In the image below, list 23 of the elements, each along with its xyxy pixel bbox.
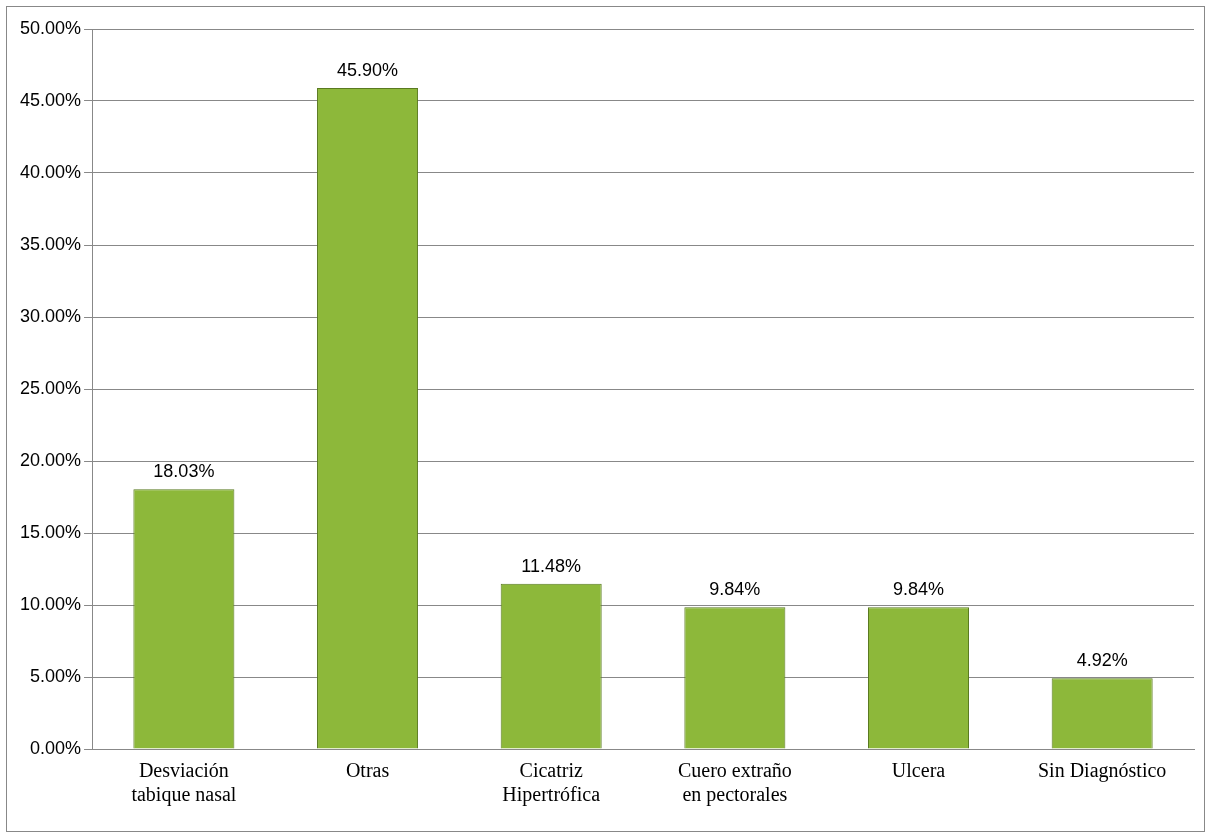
data-label: 9.84% bbox=[892, 579, 945, 600]
y-tick-label: 15.00% bbox=[19, 521, 82, 542]
x-tick-label: Otras bbox=[345, 759, 390, 782]
y-tick-label: 45.00% bbox=[19, 89, 82, 110]
y-tick-label: 50.00% bbox=[19, 17, 82, 38]
data-label: 11.48% bbox=[521, 555, 582, 576]
y-tick-label: 40.00% bbox=[19, 161, 82, 182]
data-label: 18.03% bbox=[153, 461, 215, 482]
x-tick-label: Cuero extraño en pectorales bbox=[677, 759, 792, 807]
y-tick-label: 25.00% bbox=[19, 377, 82, 398]
data-label: 4.92% bbox=[1076, 650, 1128, 671]
x-tick-label: Ulcera bbox=[891, 759, 946, 782]
x-tick-label: Desviación tabique nasal bbox=[131, 759, 237, 807]
y-tick-label: 0.00% bbox=[30, 737, 82, 758]
y-tick-label: 5.00% bbox=[30, 665, 82, 686]
y-tick-label: 35.00% bbox=[19, 233, 82, 254]
x-tick-label: Sin Diagnóstico bbox=[1038, 759, 1167, 783]
y-tick-label: 30.00% bbox=[19, 305, 82, 326]
y-tick-label: 20.00% bbox=[19, 449, 82, 470]
y-tick-label: 10.00% bbox=[19, 593, 82, 614]
data-label: 9.84% bbox=[709, 579, 761, 600]
data-label: 45.90% bbox=[337, 60, 399, 81]
x-tick-label: Cicatriz Hipertrófica bbox=[502, 759, 601, 807]
